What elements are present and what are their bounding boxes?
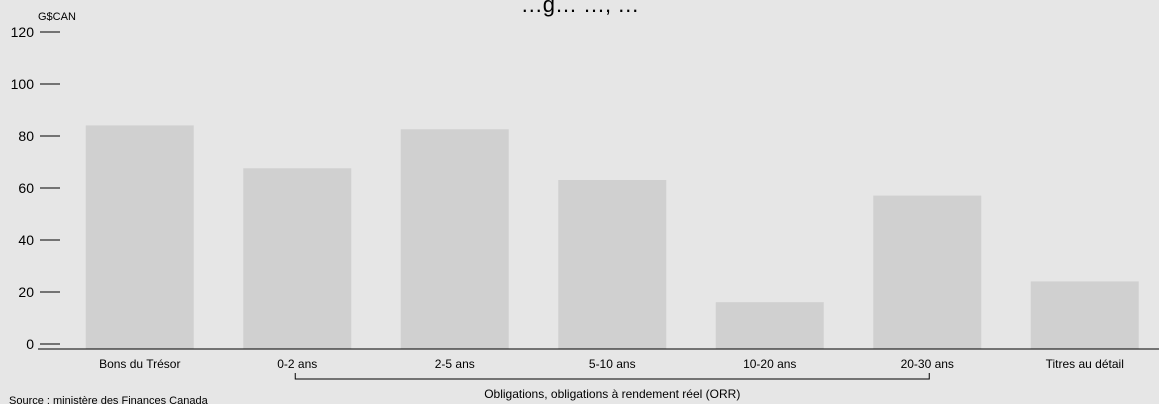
chart-title: …g… …, …: [521, 0, 640, 17]
bar: [1030, 281, 1139, 349]
x-tick-label: 5-10 ans: [589, 357, 636, 371]
x-tick-label: 20-30 ans: [901, 357, 954, 371]
y-tick-label: 20: [18, 284, 34, 300]
bracket-label: Obligations, obligations à rendement rée…: [484, 387, 740, 401]
y-tick-label: 80: [18, 128, 34, 144]
bar: [873, 195, 982, 349]
x-tick-label: Titres au détail: [1046, 357, 1124, 371]
bar: [558, 180, 667, 349]
x-tick-label: 2-5 ans: [435, 357, 475, 371]
bracket: Obligations, obligations à rendement rée…: [294, 373, 930, 401]
bars: [85, 125, 1139, 350]
y-tick-label: 0: [26, 336, 34, 352]
bar: [85, 125, 194, 350]
y-axis-label: G$CAN: [38, 11, 76, 23]
bar: [243, 168, 352, 349]
y-tick-label: 60: [18, 180, 34, 196]
bracket-line: [294, 373, 930, 380]
x-tick-label: 10-20 ans: [743, 357, 796, 371]
y-tick-label: 120: [11, 24, 35, 40]
bar: [715, 302, 824, 349]
source-note: Source : ministère des Finances Canada: [9, 395, 209, 404]
bar: [400, 129, 509, 349]
y-tick-label: 40: [18, 232, 34, 248]
y-tick-label: 100: [11, 76, 35, 92]
y-axis: 0 20 40 60 80 100 120: [11, 24, 60, 352]
x-tick-label: 0-2 ans: [277, 357, 317, 371]
x-axis-labels: Bons du Trésor 0-2 ans 2-5 ans 5-10 ans 10-2…: [99, 357, 1124, 371]
x-tick-label: Bons du Trésor: [99, 357, 180, 371]
